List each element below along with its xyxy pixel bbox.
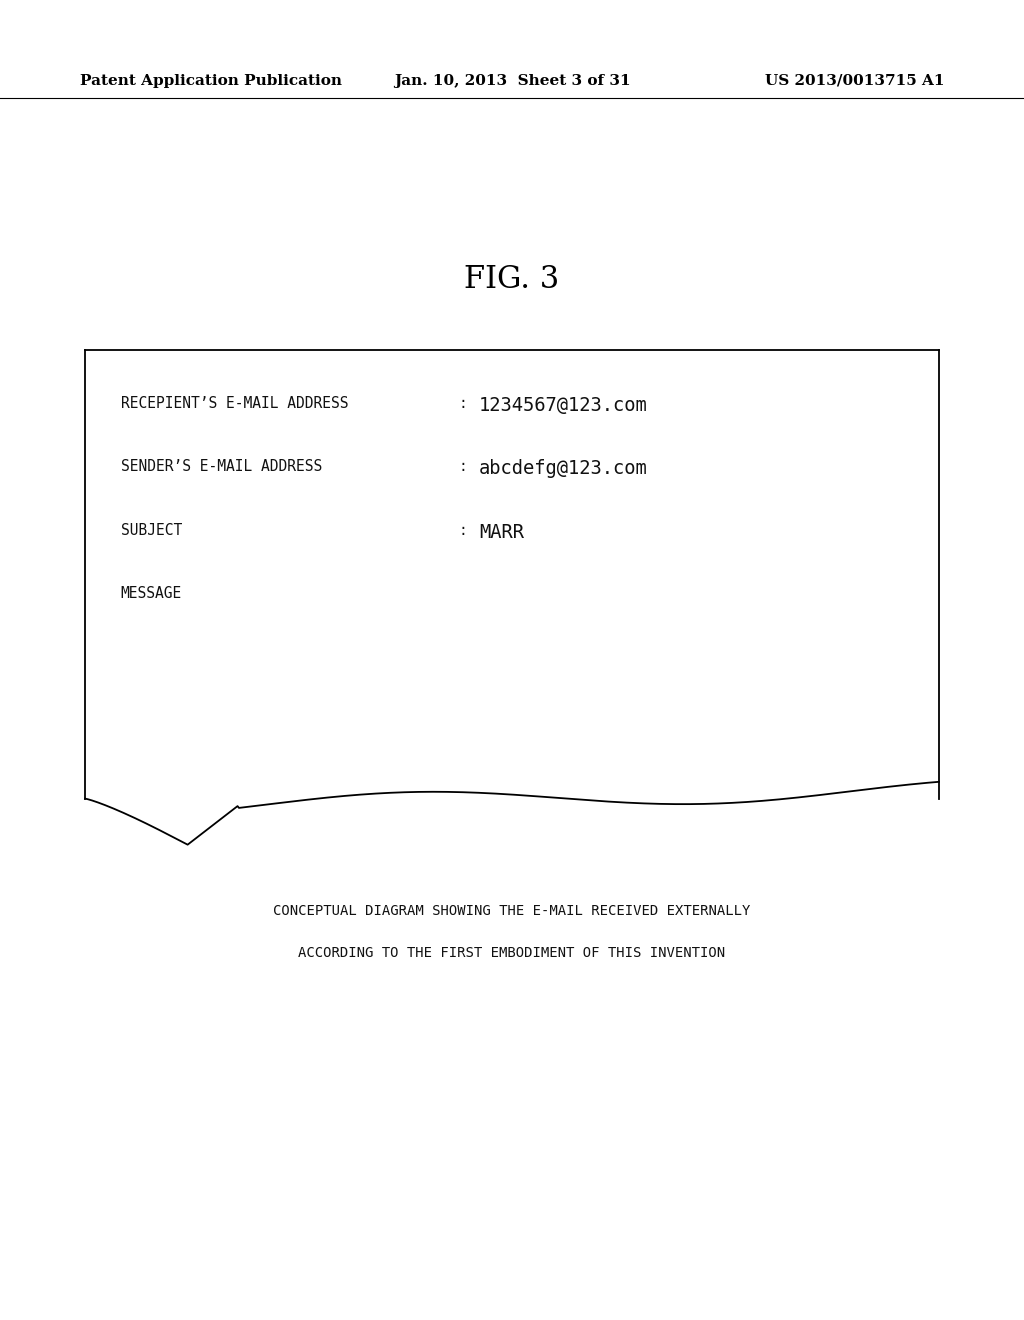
Text: US 2013/0013715 A1: US 2013/0013715 A1 xyxy=(765,74,944,88)
Text: MESSAGE: MESSAGE xyxy=(121,586,182,601)
Text: abcdefg@123.com: abcdefg@123.com xyxy=(479,459,648,478)
Text: :: : xyxy=(459,523,468,537)
Text: Jan. 10, 2013  Sheet 3 of 31: Jan. 10, 2013 Sheet 3 of 31 xyxy=(393,74,631,88)
Text: :: : xyxy=(459,459,468,474)
Text: Patent Application Publication: Patent Application Publication xyxy=(80,74,342,88)
Text: SUBJECT: SUBJECT xyxy=(121,523,182,537)
Text: :: : xyxy=(459,396,468,411)
Text: RECEPIENT’S E-MAIL ADDRESS: RECEPIENT’S E-MAIL ADDRESS xyxy=(121,396,348,411)
Text: SENDER’S E-MAIL ADDRESS: SENDER’S E-MAIL ADDRESS xyxy=(121,459,323,474)
Text: FIG. 3: FIG. 3 xyxy=(464,264,560,294)
Text: 1234567@123.com: 1234567@123.com xyxy=(479,396,648,414)
Text: CONCEPTUAL DIAGRAM SHOWING THE E-MAIL RECEIVED EXTERNALLY: CONCEPTUAL DIAGRAM SHOWING THE E-MAIL RE… xyxy=(273,904,751,919)
Text: ACCORDING TO THE FIRST EMBODIMENT OF THIS INVENTION: ACCORDING TO THE FIRST EMBODIMENT OF THI… xyxy=(298,946,726,961)
Text: MARR: MARR xyxy=(479,523,524,541)
